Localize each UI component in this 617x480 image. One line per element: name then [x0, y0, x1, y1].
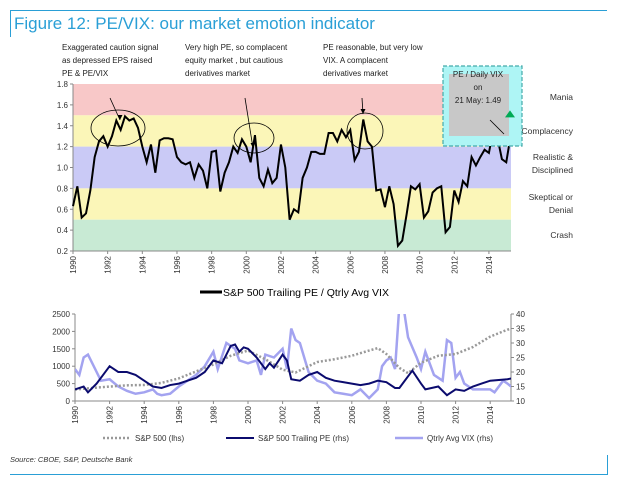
- x-tick-label: 1992: [106, 405, 115, 423]
- band-label: Disciplined: [532, 165, 573, 175]
- band-4: [73, 219, 511, 251]
- x-tick-label: 2014: [485, 255, 494, 273]
- band-label: Complacency: [522, 126, 574, 136]
- arrow-head: [117, 115, 123, 120]
- x-tick-label: 2006: [346, 255, 355, 273]
- right-tick-label: 20: [516, 368, 525, 377]
- annotation-text: as depressed EPS raised: [62, 56, 152, 65]
- x-tick-label: 1996: [173, 255, 182, 273]
- highlight-circle: [346, 112, 384, 150]
- x-tick-label: 1994: [140, 405, 149, 423]
- series-line-1: [75, 343, 511, 397]
- x-tick-label: 2000: [242, 255, 251, 273]
- right-tick-label: 40: [516, 310, 525, 319]
- x-tick-label: 1990: [71, 405, 80, 423]
- y-tick-label: 0.4: [57, 226, 69, 235]
- annotation-arrow: [244, 97, 254, 149]
- figure-title: Figure 12: PE/VIX: our market emotion in…: [14, 14, 375, 33]
- x-tick-label: 2002: [279, 405, 288, 423]
- right-tick-label: 10: [516, 397, 525, 406]
- series-line-0: [75, 327, 511, 391]
- arrow-head: [360, 109, 366, 114]
- left-tick-label: 1500: [52, 345, 70, 354]
- annotation-text: PE reasonable, but very low: [323, 43, 423, 52]
- x-tick-label: 2014: [486, 405, 495, 423]
- band-0: [73, 84, 511, 116]
- band-label: Skeptical or: [529, 192, 574, 202]
- callout-box-inner: [449, 74, 509, 136]
- x-tick-label: 2002: [277, 255, 286, 273]
- y-tick-label: 1.4: [57, 122, 69, 131]
- y-tick-label: 1.0: [57, 164, 69, 173]
- x-tick-label: 2012: [450, 255, 459, 273]
- x-tick-label: 2000: [244, 405, 253, 423]
- x-tick-label: 1994: [138, 255, 147, 273]
- legend-label: S&P 500 Trailing PE / Qtrly Avg VIX: [223, 287, 389, 299]
- callout-arrow: [489, 119, 505, 135]
- x-tick-label: 2008: [381, 255, 390, 273]
- left-tick-label: 0: [66, 397, 71, 406]
- band-2: [73, 146, 511, 189]
- left-tick-label: 1000: [52, 362, 70, 371]
- x-tick-label: 2004: [312, 255, 321, 273]
- right-tick-label: 35: [516, 325, 525, 334]
- y-tick-label: 1.2: [57, 143, 69, 152]
- band-label: Realistic &: [533, 152, 573, 162]
- x-tick-label: 2008: [382, 405, 391, 423]
- daily-vix-marker: [505, 110, 515, 118]
- highlight-circle: [233, 122, 275, 154]
- left-tick-label: 2000: [52, 327, 70, 336]
- annotation-text: VIX. A complacent: [323, 56, 389, 65]
- header-rule-left: [10, 10, 11, 37]
- legend-label: S&P 500 Trailing PE (rhs): [258, 434, 349, 443]
- y-tick-label: 0.2: [57, 247, 69, 256]
- right-tick-label: 30: [516, 339, 525, 348]
- callout-text: on: [474, 83, 483, 92]
- band-1: [73, 115, 511, 147]
- legend-label: Qtrly Avg VIX (rhs): [427, 434, 493, 443]
- annotation-text: Very high PE, so complacent: [185, 43, 288, 52]
- right-tick-label: 15: [516, 383, 525, 392]
- x-tick-label: 1998: [208, 255, 217, 273]
- band-label: Mania: [550, 92, 573, 102]
- left-tick-label: 2500: [52, 310, 70, 319]
- band-label: Denial: [549, 205, 573, 215]
- header-rule: [10, 10, 607, 11]
- series-line-2: [75, 314, 511, 400]
- x-tick-label: 2010: [416, 255, 425, 273]
- x-tick-label: 2004: [313, 405, 322, 423]
- y-tick-label: 1.8: [57, 80, 69, 89]
- legend-label: S&P 500 (lhs): [135, 434, 185, 443]
- arrow-head: [250, 143, 256, 148]
- x-tick-label: 1996: [175, 405, 184, 423]
- left-tick-label: 500: [57, 380, 71, 389]
- x-tick-label: 1990: [69, 255, 78, 273]
- y-tick-label: 0.6: [57, 205, 69, 214]
- callout-text: PE / Daily VIX: [453, 70, 504, 79]
- x-tick-label: 2010: [417, 405, 426, 423]
- annotation-text: PE & PE/VIX: [62, 69, 109, 78]
- annotation-text: Exaggerated caution signal: [62, 43, 159, 52]
- callout-text: 21 May: 1.49: [455, 96, 502, 105]
- highlight-circle: [90, 109, 146, 147]
- footer-rule: [10, 474, 608, 475]
- callout-box: [442, 65, 523, 147]
- annotation-text: derivatives market: [323, 69, 389, 78]
- x-tick-label: 2012: [452, 405, 461, 423]
- band-label: Crash: [550, 230, 573, 240]
- y-tick-label: 1.6: [57, 101, 69, 110]
- x-tick-label: 2006: [348, 405, 357, 423]
- annotation-text: equity market , but cautious: [185, 56, 283, 65]
- source-note: Source: CBOE, S&P, Deutsche Bank: [10, 455, 133, 464]
- footer-rule-right: [607, 455, 608, 475]
- annotation-text: derivatives market: [185, 69, 251, 78]
- y-tick-label: 0.8: [57, 184, 69, 193]
- x-tick-label: 1998: [209, 405, 218, 423]
- x-tick-label: 1992: [104, 255, 113, 273]
- pe-vix-line: [72, 114, 512, 249]
- right-tick-label: 25: [516, 354, 525, 363]
